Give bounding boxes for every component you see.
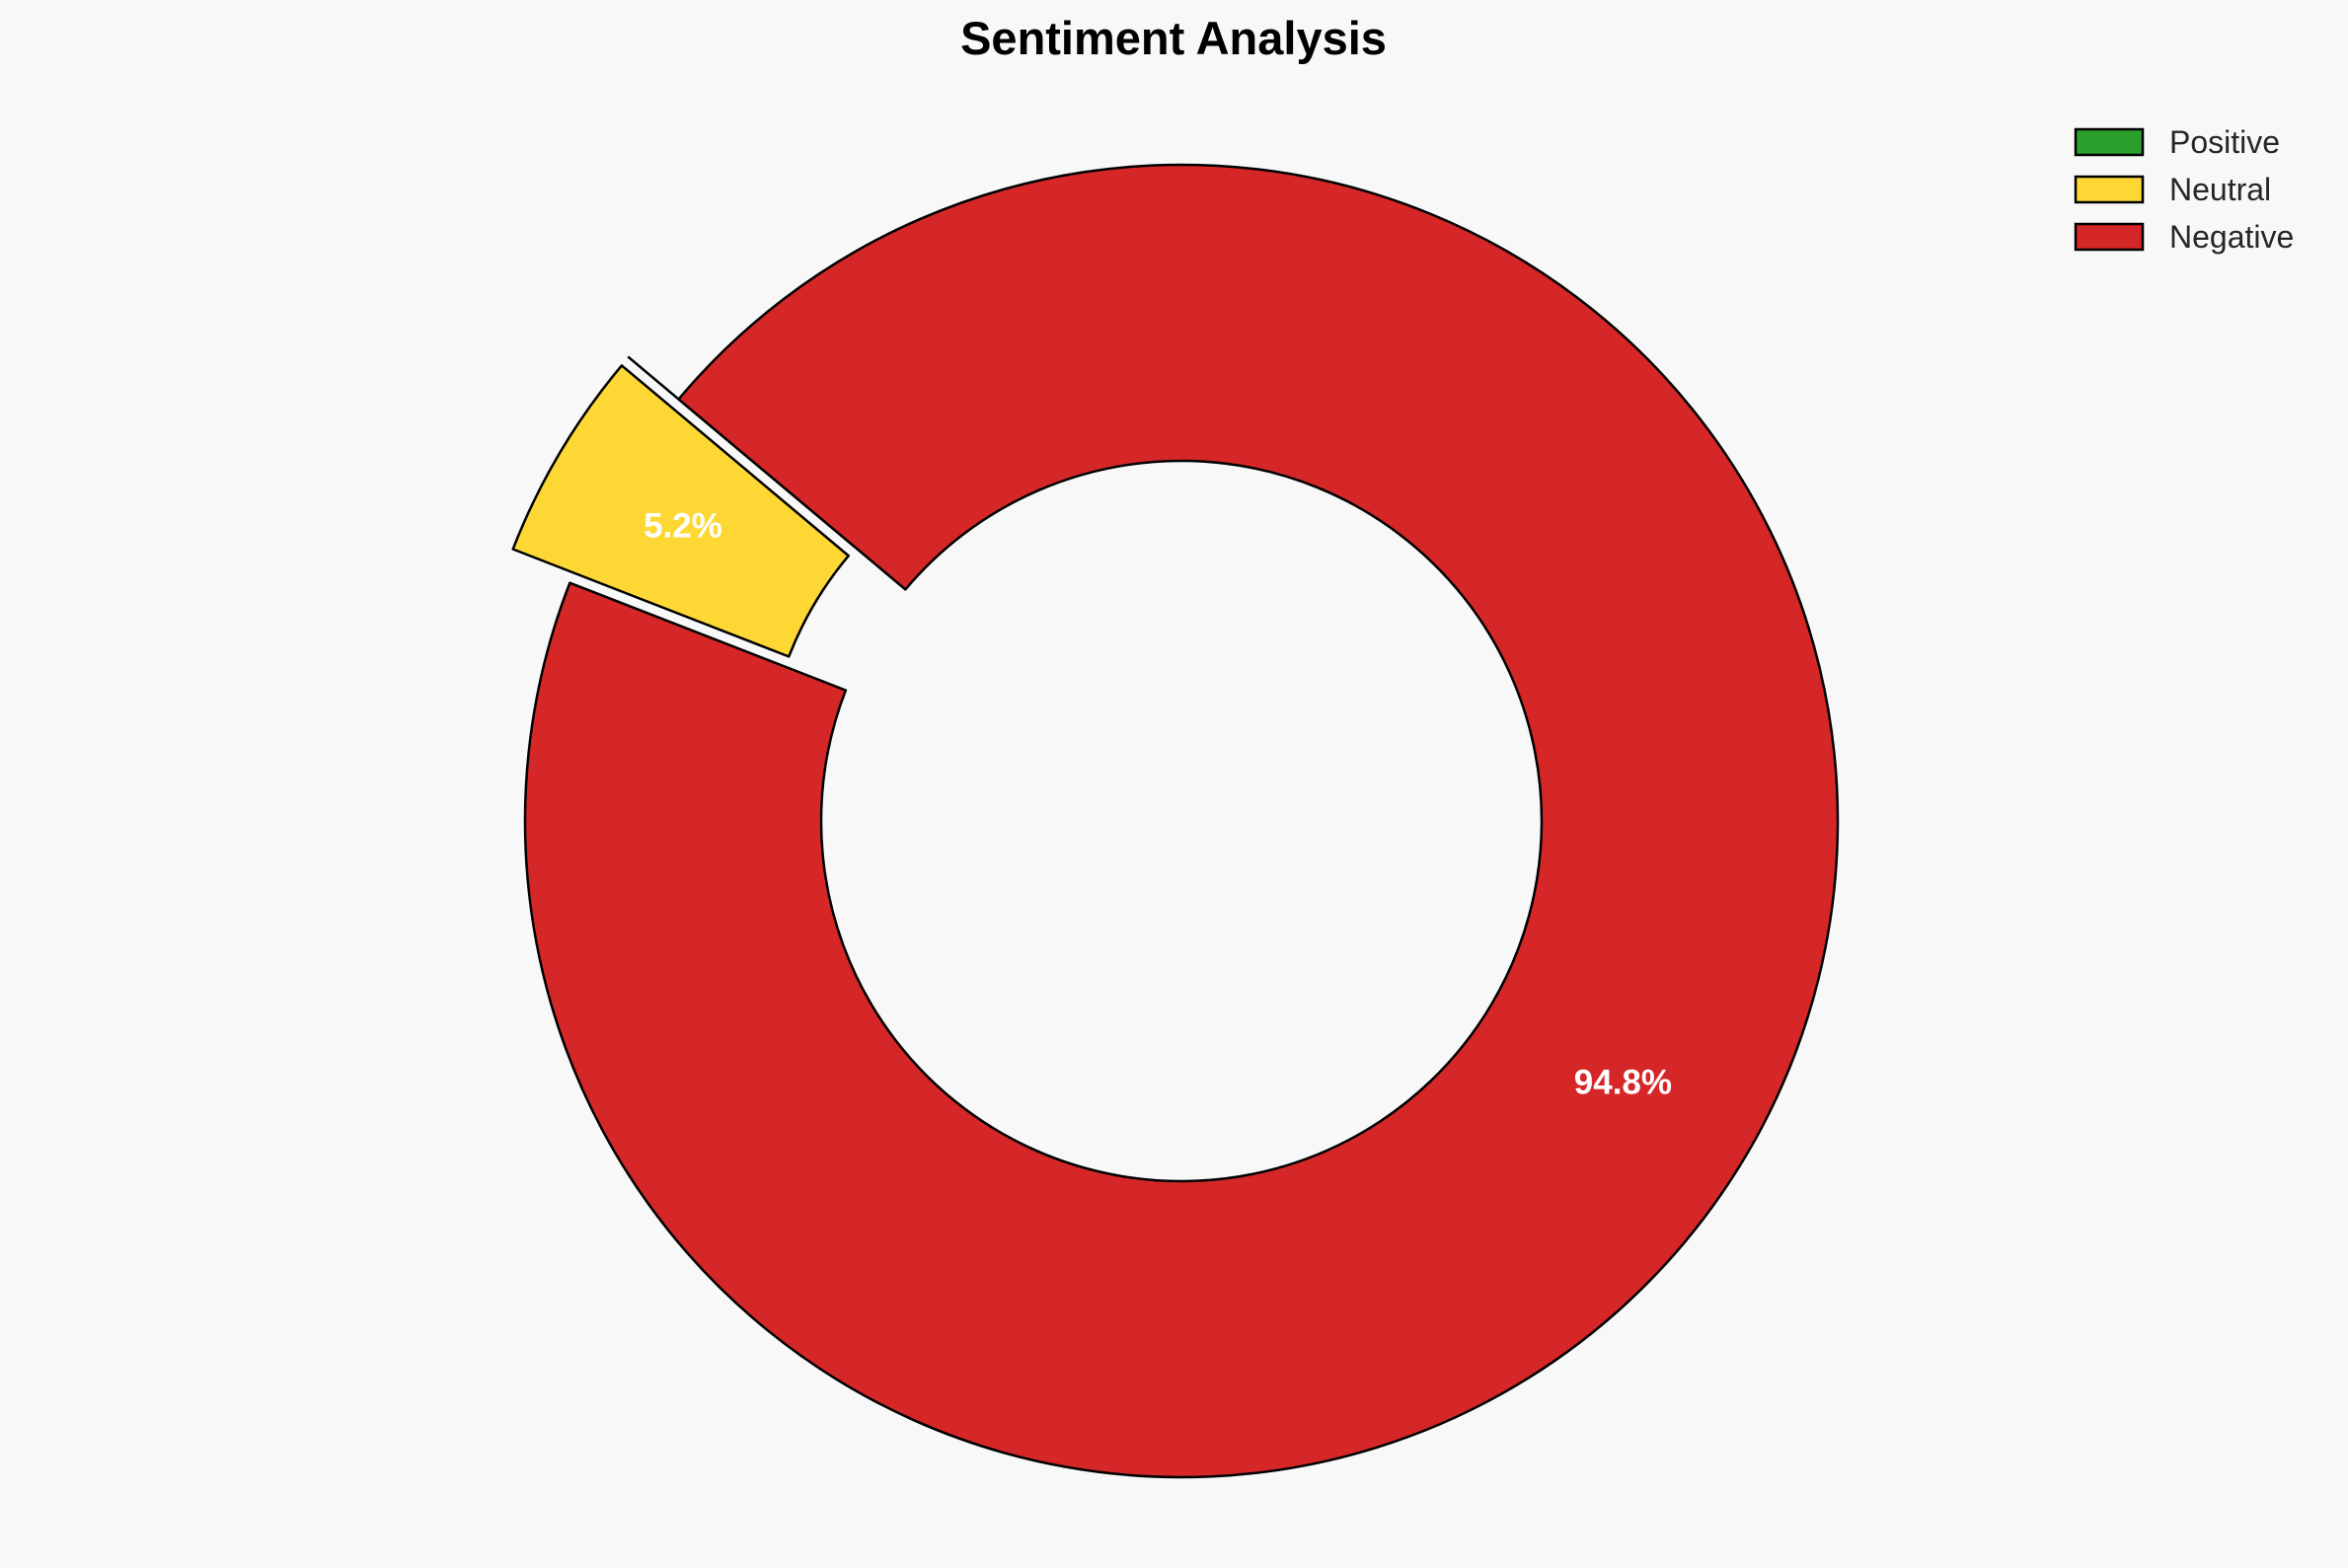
- value-label-negative: 94.8%: [1574, 1064, 1672, 1102]
- legend-label-positive: Positive: [2169, 124, 2280, 160]
- value-labels-group: 5.2% 94.8%: [644, 506, 1672, 1101]
- legend-label-neutral: Neutral: [2169, 172, 2271, 207]
- legend: Positive Neutral Negative: [2074, 124, 2294, 255]
- legend-swatch-negative: [2074, 222, 2145, 252]
- slice-negative: [523, 163, 1840, 1479]
- slice-neutral: [511, 364, 850, 658]
- chart-title: Sentiment Analysis: [960, 12, 1387, 64]
- legend-label-negative: Negative: [2169, 219, 2294, 255]
- legend-swatch-neutral: [2074, 175, 2145, 204]
- slices-group: [511, 163, 1840, 1479]
- value-label-neutral: 5.2%: [644, 506, 722, 545]
- legend-swatch-positive: [2074, 127, 2145, 157]
